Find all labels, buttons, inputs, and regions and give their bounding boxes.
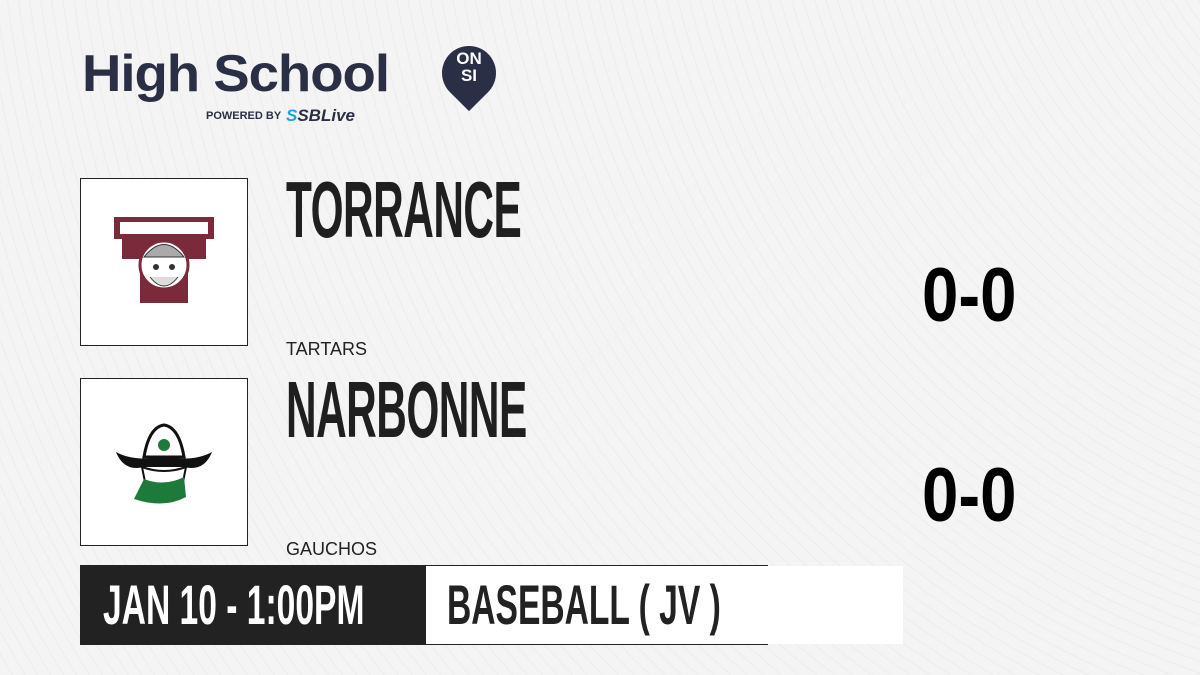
game-sport: BASEBALL ( JV ) <box>447 573 721 636</box>
badge-bottom: SI <box>460 66 478 85</box>
narbonne-logo <box>80 378 248 546</box>
team-name: NARBONNE <box>286 365 527 454</box>
tartars-viking-icon <box>114 217 214 303</box>
team-mascot: TARTARS <box>286 339 368 359</box>
game-datetime: JAN 10 - 1:00PM <box>103 573 365 636</box>
game-datetime-box: JAN 10 - 1:00PM <box>81 566 426 644</box>
team-score: 0-0 <box>922 253 1017 338</box>
team-name: TORRANCE <box>286 165 522 254</box>
badge-top: ON <box>456 49 482 68</box>
team-score: 0-0 <box>922 453 1017 538</box>
game-sport-box: BASEBALL ( JV ) <box>426 566 904 644</box>
partner-name: SBLive <box>297 106 355 125</box>
game-info-bar: JAN 10 - 1:00PM BASEBALL ( JV ) <box>80 565 904 645</box>
powered-by-label: POWERED BY <box>206 110 282 122</box>
torrance-logo <box>80 178 248 346</box>
gauchos-cowboy-icon <box>116 423 212 504</box>
team-mascot: GAUCHOS <box>286 539 378 559</box>
brand-title: High School <box>82 45 390 103</box>
sblive-logo: SSBLive <box>286 106 355 125</box>
on-si-badge: ON SI <box>442 50 496 84</box>
